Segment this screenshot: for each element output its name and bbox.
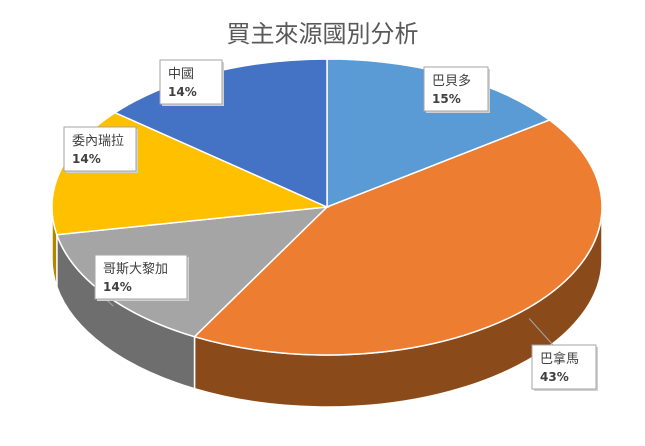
chart-title: 買主來源國別分析 [226, 20, 419, 48]
label-box-1 [531, 344, 597, 390]
label-box-2 [94, 254, 188, 300]
slice-value-0: 15% [432, 92, 461, 106]
slice-label-1: 巴拿馬 [540, 351, 579, 367]
label-box-3 [63, 126, 137, 172]
slice-label-3: 委內瑞拉 [72, 134, 124, 149]
label-box-4 [159, 59, 223, 105]
slice-label-2: 哥斯大黎加 [103, 262, 168, 277]
slice-value-1: 43% [540, 370, 569, 384]
slice-value-2: 14% [103, 280, 132, 294]
slice-value-3: 14% [72, 152, 101, 166]
leader-line-1 [528, 318, 554, 346]
label-box-0 [423, 66, 489, 112]
slice-label-0: 巴貝多 [432, 73, 471, 89]
slice-label-4: 中國 [168, 67, 194, 82]
slice-value-4: 14% [168, 85, 197, 99]
pie-slice-1 [193, 119, 603, 356]
